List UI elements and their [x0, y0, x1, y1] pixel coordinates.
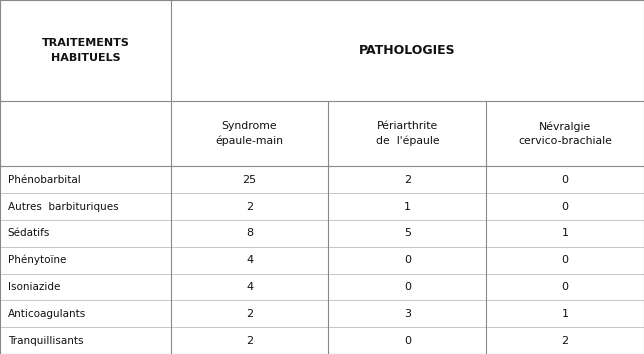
Text: 8: 8: [246, 228, 253, 238]
Text: Isoniazide: Isoniazide: [8, 282, 60, 292]
Text: 0: 0: [562, 175, 569, 185]
Text: Névralgie
cervico-brachiale: Névralgie cervico-brachiale: [518, 121, 612, 146]
Text: 0: 0: [404, 255, 411, 265]
Text: 1: 1: [562, 228, 569, 238]
Text: 0: 0: [562, 255, 569, 265]
Text: 2: 2: [404, 175, 411, 185]
Text: 0: 0: [404, 336, 411, 346]
Text: Sédatifs: Sédatifs: [8, 228, 50, 238]
Text: 2: 2: [246, 201, 253, 212]
Text: 4: 4: [246, 255, 253, 265]
Text: PATHOLOGIES: PATHOLOGIES: [359, 44, 456, 57]
Text: TRAITEMENTS
HABITUELS: TRAITEMENTS HABITUELS: [41, 38, 129, 63]
Text: 25: 25: [243, 175, 256, 185]
Text: 0: 0: [562, 282, 569, 292]
Text: Autres  barbituriques: Autres barbituriques: [8, 201, 118, 212]
Text: Phénytoïne: Phénytoïne: [8, 255, 66, 266]
Text: 0: 0: [562, 201, 569, 212]
Text: Phénobarbital: Phénobarbital: [8, 175, 80, 185]
Text: Périarthrite
de  l'épaule: Périarthrite de l'épaule: [375, 121, 439, 146]
Text: Tranquillisants: Tranquillisants: [8, 336, 83, 346]
Text: Anticoagulants: Anticoagulants: [8, 309, 86, 319]
Text: 2: 2: [562, 336, 569, 346]
Text: 2: 2: [246, 309, 253, 319]
Text: 2: 2: [246, 336, 253, 346]
Text: 1: 1: [404, 201, 411, 212]
Text: 3: 3: [404, 309, 411, 319]
Text: 5: 5: [404, 228, 411, 238]
Text: 0: 0: [404, 282, 411, 292]
Text: Syndrome
épaule-main: Syndrome épaule-main: [216, 121, 283, 146]
Text: 4: 4: [246, 282, 253, 292]
Text: 1: 1: [562, 309, 569, 319]
